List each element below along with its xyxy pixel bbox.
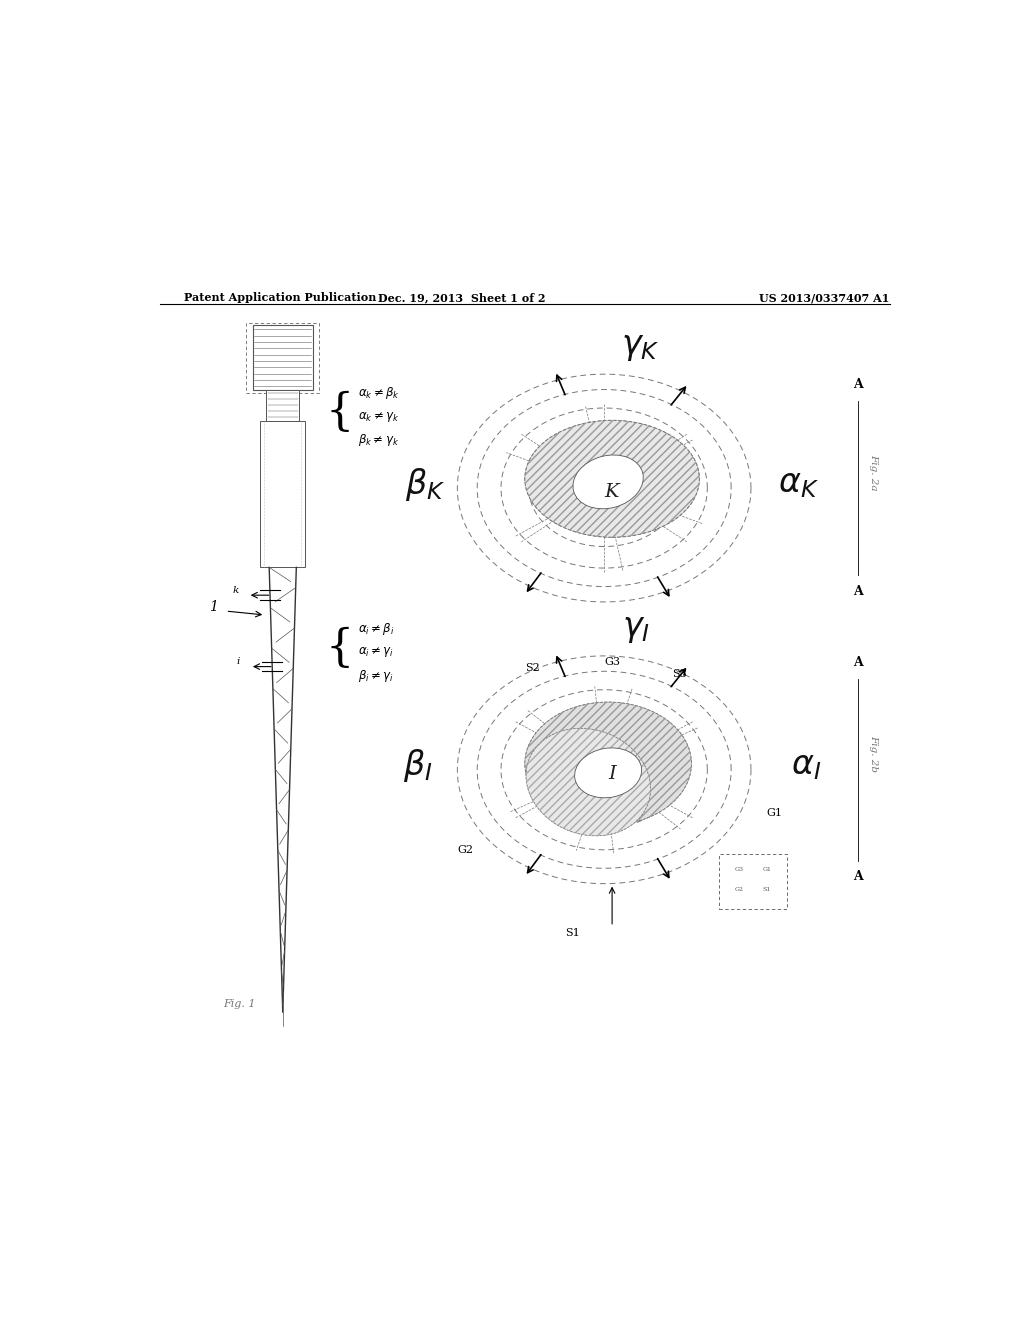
Text: G2: G2: [458, 845, 473, 855]
Text: S1: S1: [763, 887, 771, 892]
Text: I: I: [608, 764, 616, 783]
Text: G2: G2: [734, 887, 743, 892]
Text: $\alpha_k \neq \gamma_k$: $\alpha_k \neq \gamma_k$: [358, 409, 399, 424]
Text: $\alpha_i \neq \gamma_i$: $\alpha_i \neq \gamma_i$: [358, 645, 394, 659]
Text: $\beta_i \neq \gamma_i$: $\beta_i \neq \gamma_i$: [358, 668, 394, 684]
Text: Dec. 19, 2013  Sheet 1 of 2: Dec. 19, 2013 Sheet 1 of 2: [378, 292, 545, 304]
Text: Patent Application Publication: Patent Application Publication: [183, 292, 376, 304]
Text: {: {: [326, 391, 354, 434]
Text: G3: G3: [604, 657, 621, 667]
Text: S3: S3: [672, 669, 687, 680]
Text: G1: G1: [767, 808, 782, 818]
Text: S2: S2: [525, 663, 540, 673]
Bar: [253, 325, 313, 391]
Ellipse shape: [524, 702, 691, 825]
Text: K: K: [605, 483, 620, 502]
Text: A: A: [853, 656, 863, 669]
Ellipse shape: [526, 729, 650, 836]
Text: S1: S1: [565, 928, 580, 939]
Text: G3: G3: [734, 867, 743, 873]
Text: $\alpha_k \neq \beta_k$: $\alpha_k \neq \beta_k$: [358, 385, 400, 401]
Bar: [246, 323, 319, 393]
Text: US 2013/0337407 A1: US 2013/0337407 A1: [760, 292, 890, 304]
Text: $\gamma_K$: $\gamma_K$: [621, 331, 659, 363]
Ellipse shape: [573, 455, 643, 508]
Ellipse shape: [574, 748, 642, 797]
Bar: [260, 421, 305, 568]
Text: k: k: [232, 586, 239, 595]
Text: 1: 1: [209, 601, 218, 614]
Bar: [266, 391, 299, 421]
Text: $\gamma_I$: $\gamma_I$: [622, 612, 650, 645]
Ellipse shape: [524, 420, 699, 537]
Text: G1: G1: [762, 867, 771, 873]
Text: $\beta_I$: $\beta_I$: [402, 747, 432, 784]
Text: A: A: [853, 379, 863, 391]
Text: $\alpha_I$: $\alpha_I$: [792, 750, 821, 781]
Text: {: {: [326, 627, 354, 671]
Text: $\beta_K$: $\beta_K$: [406, 466, 445, 503]
Text: Fig. 2b: Fig. 2b: [869, 735, 879, 772]
Text: A: A: [853, 870, 863, 883]
Text: $\alpha_K$: $\alpha_K$: [778, 469, 819, 500]
Text: $\beta_k \neq \gamma_k$: $\beta_k \neq \gamma_k$: [358, 433, 399, 449]
Text: $\alpha_i \neq \beta_i$: $\alpha_i \neq \beta_i$: [358, 620, 394, 636]
Bar: [719, 854, 786, 909]
Text: A: A: [853, 585, 863, 598]
Text: i: i: [237, 657, 240, 667]
Text: Fig. 1: Fig. 1: [223, 999, 255, 1008]
Text: Fig. 2a: Fig. 2a: [869, 454, 879, 491]
